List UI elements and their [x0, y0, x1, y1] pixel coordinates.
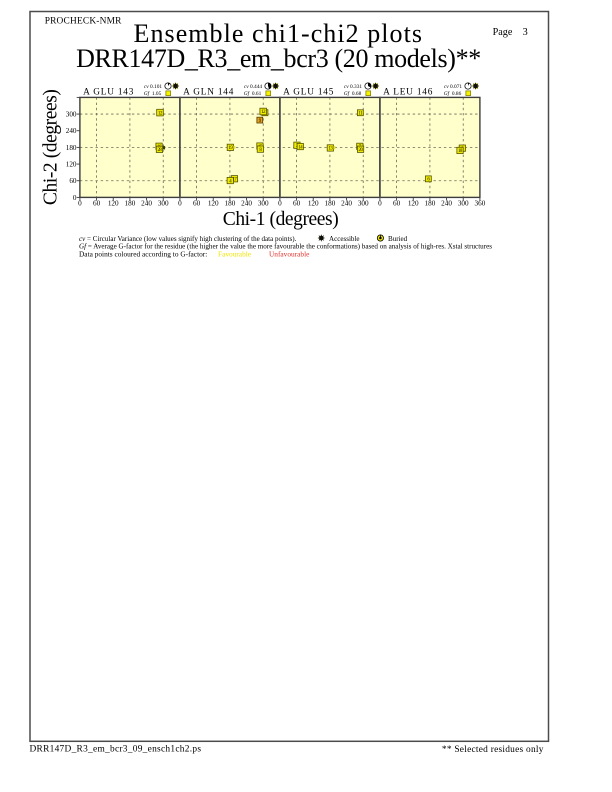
svg-text:11: 11 — [358, 111, 363, 116]
svg-text:Gf 1.05: Gf 1.05 — [144, 90, 162, 97]
svg-text:Gf 0.68: Gf 0.68 — [344, 90, 362, 97]
svg-text:180: 180 — [66, 144, 77, 152]
svg-text:180: 180 — [425, 200, 436, 208]
svg-text:60: 60 — [93, 200, 101, 208]
svg-text:Data points coloured according: Data points coloured according to G-fact… — [79, 249, 207, 258]
svg-text:A LEU 146: A LEU 146 — [383, 88, 433, 98]
svg-text:** Selected residues only: ** Selected residues only — [442, 745, 544, 755]
svg-text:A GLN 144: A GLN 144 — [183, 88, 234, 98]
svg-text:Chi-1 (degrees): Chi-1 (degrees) — [223, 209, 339, 230]
svg-text:A GLU 143: A GLU 143 — [83, 88, 134, 98]
svg-text:Page 3: Page 3 — [493, 27, 528, 38]
svg-text:17: 17 — [232, 177, 237, 182]
svg-text:60: 60 — [193, 200, 201, 208]
svg-text:Gf = Average G-factor for the: Gf = Average G-factor for the residue (t… — [79, 243, 492, 251]
svg-text:120: 120 — [208, 200, 219, 208]
svg-text:240: 240 — [341, 200, 352, 208]
svg-text:Buried: Buried — [388, 235, 408, 243]
svg-text:18: 18 — [458, 149, 463, 154]
svg-text:300: 300 — [458, 200, 469, 208]
svg-text:20: 20 — [359, 148, 364, 153]
svg-text:6: 6 — [427, 178, 430, 183]
svg-text:120: 120 — [408, 200, 419, 208]
svg-text:360: 360 — [475, 200, 486, 208]
svg-text:300: 300 — [358, 200, 369, 208]
svg-text:300: 300 — [158, 200, 169, 208]
svg-text:0: 0 — [78, 200, 82, 208]
svg-text:120: 120 — [308, 200, 319, 208]
svg-text:0: 0 — [178, 200, 182, 208]
svg-text:180: 180 — [225, 200, 236, 208]
svg-text:PROCHECK-NMR: PROCHECK-NMR — [45, 16, 122, 26]
svg-text:240: 240 — [241, 200, 252, 208]
svg-text:A GLU 145: A GLU 145 — [283, 88, 334, 98]
svg-text:DRR147D_R3_em_bcr3_09_ensch1ch: DRR147D_R3_em_bcr3_09_ensch1ch2.ps — [30, 745, 202, 755]
svg-text:cv = Circular Variance (low va: cv = Circular Variance (low values signi… — [79, 235, 297, 243]
svg-text:Favourable: Favourable — [218, 249, 251, 258]
svg-text:120: 120 — [66, 161, 77, 169]
svg-text:Unfavourable: Unfavourable — [269, 249, 309, 258]
svg-text:300: 300 — [66, 111, 77, 119]
svg-text:0: 0 — [73, 194, 77, 202]
svg-text:Chi-2 (degrees): Chi-2 (degrees) — [41, 90, 62, 206]
svg-text:DRR147D_R3_em_bcr3 (20 models): DRR147D_R3_em_bcr3 (20 models)** — [76, 44, 481, 73]
svg-text:13: 13 — [328, 147, 333, 152]
svg-text:0: 0 — [278, 200, 282, 208]
svg-text:cv 0.071: cv 0.071 — [444, 84, 463, 90]
svg-text:180: 180 — [325, 200, 336, 208]
svg-text:14: 14 — [298, 145, 303, 150]
svg-text:60: 60 — [393, 200, 401, 208]
svg-text:4: 4 — [229, 179, 232, 184]
svg-text:60: 60 — [293, 200, 301, 208]
svg-text:180: 180 — [125, 200, 136, 208]
svg-text:cv 0.331: cv 0.331 — [344, 84, 363, 90]
svg-text:Gf 0.86: Gf 0.86 — [444, 90, 462, 97]
svg-text:28: 28 — [157, 148, 162, 153]
svg-text:12: 12 — [158, 111, 163, 116]
svg-text:9: 9 — [259, 119, 262, 124]
svg-text:300: 300 — [258, 200, 269, 208]
svg-text:60: 60 — [69, 177, 77, 185]
svg-text:cv 0.101: cv 0.101 — [144, 84, 163, 90]
svg-text:240: 240 — [441, 200, 452, 208]
svg-text:Gf 0.61: Gf 0.61 — [244, 90, 262, 97]
svg-text:120: 120 — [108, 200, 119, 208]
svg-text:Ensemble chi1-chi2 plots: Ensemble chi1-chi2 plots — [134, 19, 423, 48]
svg-text:19: 19 — [228, 146, 233, 151]
svg-text:Accessible: Accessible — [329, 235, 360, 243]
svg-text:240: 240 — [66, 127, 77, 135]
svg-text:0: 0 — [378, 200, 382, 208]
svg-text:240: 240 — [141, 200, 152, 208]
svg-text:8: 8 — [259, 148, 262, 153]
svg-text:cv 0.444: cv 0.444 — [244, 84, 263, 90]
svg-text:12: 12 — [261, 110, 266, 115]
